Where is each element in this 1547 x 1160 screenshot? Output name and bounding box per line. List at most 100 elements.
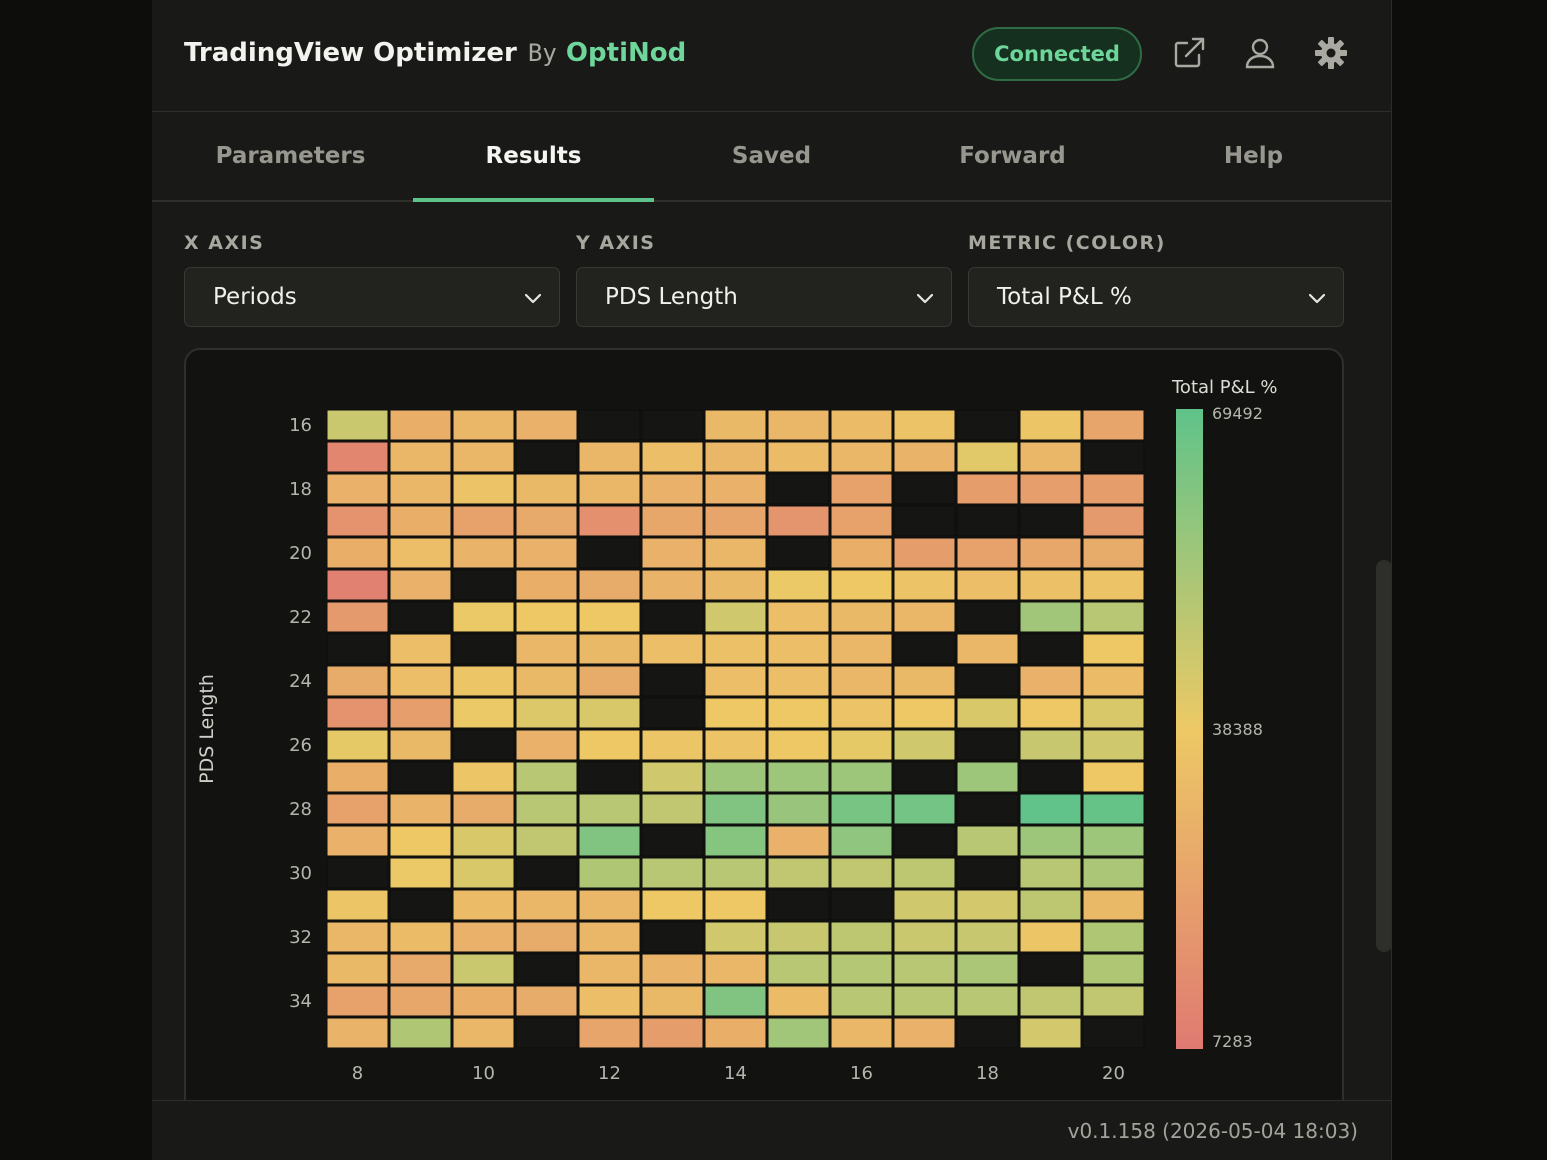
x-tick-label: 14: [724, 1063, 747, 1084]
tab-saved[interactable]: Saved: [731, 143, 812, 169]
heatmap-cell: [578, 921, 641, 953]
heatmap-cell: [956, 985, 1019, 1017]
x-tick-label: 20: [1102, 1063, 1125, 1084]
heatmap-cell: [1082, 953, 1145, 985]
y-tick-label: 22: [289, 607, 312, 628]
heatmap-cell: [704, 729, 767, 761]
heatmap-cell: [515, 473, 578, 505]
heatmap-cell: [704, 441, 767, 473]
heatmap-cell: [1019, 729, 1082, 761]
heatmap-cell: [641, 761, 704, 793]
x-axis-label: X AXIS: [184, 232, 265, 254]
heatmap-cell: [326, 473, 389, 505]
y-axis-select[interactable]: PDS Length: [576, 267, 952, 327]
tab-results[interactable]: Results: [413, 112, 654, 202]
heatmap-cell: [893, 473, 956, 505]
tab-forward[interactable]: Forward: [959, 143, 1066, 169]
y-tick-label: 26: [289, 735, 312, 756]
heatmap-cell: [452, 825, 515, 857]
colorbar-title: Total P&L %: [1171, 377, 1278, 398]
gear-icon[interactable]: [1314, 36, 1348, 70]
connection-status-badge[interactable]: Connected: [972, 27, 1142, 81]
heatmap-cell: [956, 857, 1019, 889]
heatmap-cell: [1019, 793, 1082, 825]
chevron-down-icon: [916, 293, 934, 304]
y-tick-label: 34: [289, 991, 312, 1012]
heatmap-cell: [1019, 921, 1082, 953]
heatmap-cell: [956, 793, 1019, 825]
y-tick-label: 32: [289, 927, 312, 948]
heatmap-cell: [767, 601, 830, 633]
heatmap-cell: [704, 665, 767, 697]
heatmap-cell: [389, 665, 452, 697]
heatmap-cell: [578, 985, 641, 1017]
heatmap-cell: [830, 953, 893, 985]
heatmap-cell: [326, 569, 389, 601]
x-axis-select[interactable]: Periods: [184, 267, 560, 327]
heatmap-cell: [956, 953, 1019, 985]
heatmap-cell: [704, 409, 767, 441]
heatmap-cell: [893, 505, 956, 537]
footer: v0.1.158 (2026-05-04 18:03): [152, 1100, 1391, 1160]
heatmap-cell: [578, 633, 641, 665]
heatmap-cell: [1082, 857, 1145, 889]
scrollbar-thumb[interactable]: [1376, 560, 1391, 952]
heatmap-cell: [956, 697, 1019, 729]
heatmap-cell: [578, 409, 641, 441]
heatmap-cell: [389, 473, 452, 505]
heatmap-cell: [641, 921, 704, 953]
heatmap-cell: [326, 761, 389, 793]
heatmap-cell: [326, 857, 389, 889]
metric-value: Total P&L %: [997, 284, 1132, 310]
heatmap-cell: [515, 1017, 578, 1049]
heatmap-cell: [893, 889, 956, 921]
heatmap-cell: [1019, 505, 1082, 537]
heatmap-cell: [767, 761, 830, 793]
heatmap-cell: [326, 601, 389, 633]
heatmap-cell: [1019, 953, 1082, 985]
heatmap-cell: [515, 825, 578, 857]
heatmap-cell: [893, 921, 956, 953]
y-tick-label: 24: [289, 671, 312, 692]
heatmap-cell: [956, 729, 1019, 761]
heatmap-cell: [452, 633, 515, 665]
heatmap-cell: [326, 409, 389, 441]
heatmap-cell: [767, 505, 830, 537]
heatmap-cell: [1019, 697, 1082, 729]
heatmap-cell: [830, 601, 893, 633]
heatmap-cell: [767, 825, 830, 857]
heatmap-cell: [326, 633, 389, 665]
by-label: By: [527, 39, 557, 67]
heatmap-cell: [1082, 569, 1145, 601]
heatmap-cell: [830, 409, 893, 441]
heatmap-cell: [767, 889, 830, 921]
heatmap-cell: [956, 633, 1019, 665]
user-icon[interactable]: [1243, 36, 1277, 70]
heatmap-cell: [767, 569, 830, 601]
metric-select[interactable]: Total P&L %: [968, 267, 1344, 327]
heatmap-cell: [1019, 1017, 1082, 1049]
external-link-icon[interactable]: [1172, 36, 1206, 70]
heatmap-cell: [956, 601, 1019, 633]
heatmap-cell: [578, 441, 641, 473]
heatmap-cell: [515, 601, 578, 633]
heatmap-cell: [326, 985, 389, 1017]
heatmap-cell: [515, 729, 578, 761]
heatmap-cell: [956, 569, 1019, 601]
heatmap-cell: [452, 441, 515, 473]
heatmap-cell: [1082, 665, 1145, 697]
heatmap-cell: [452, 697, 515, 729]
heatmap-cell: [389, 505, 452, 537]
heatmap-cell: [326, 921, 389, 953]
tab-help[interactable]: Help: [1223, 143, 1284, 169]
chevron-down-icon: [524, 293, 542, 304]
heatmap-cell: [641, 537, 704, 569]
heatmap-cell: [641, 601, 704, 633]
heatmap-cell: [641, 825, 704, 857]
tab-parameters[interactable]: Parameters: [215, 143, 366, 169]
x-tick-label: 10: [472, 1063, 495, 1084]
heatmap-cell: [1019, 761, 1082, 793]
heatmap-cell: [389, 1017, 452, 1049]
heatmap-cell: [830, 1017, 893, 1049]
heatmap-cell: [641, 569, 704, 601]
